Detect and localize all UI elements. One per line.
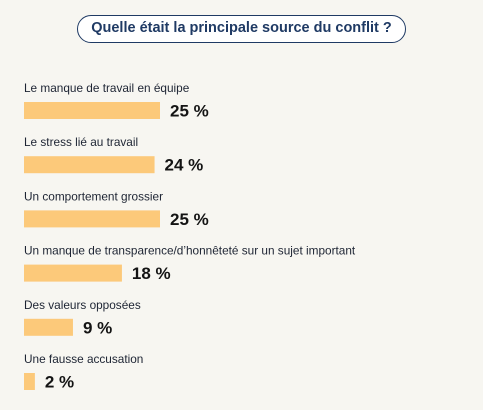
value-label: 18 % — [132, 264, 171, 283]
bar — [24, 156, 155, 174]
category-label: Un manque de transparence/d’honnêteté su… — [24, 244, 356, 258]
category-label: Des valeurs opposées — [24, 298, 141, 312]
value-label: 25 % — [170, 210, 209, 229]
category-label: Le stress lié au travail — [24, 135, 138, 149]
value-label: 9 % — [83, 318, 112, 337]
bar — [24, 102, 160, 119]
chart-title: Quelle était la principale source du con… — [77, 15, 406, 43]
title-container: Quelle était la principale source du con… — [0, 15, 483, 43]
bar — [24, 210, 160, 228]
value-label: 2 % — [45, 373, 74, 392]
bar — [24, 318, 73, 336]
bar — [24, 373, 35, 390]
value-label: 24 % — [165, 156, 204, 175]
category-label: Le manque de travail en équipe — [24, 81, 190, 95]
category-label: Une fausse accusation — [24, 352, 143, 366]
bar — [24, 264, 122, 282]
category-label: Un comportement grossier — [24, 189, 163, 203]
value-label: 25 % — [170, 102, 209, 121]
